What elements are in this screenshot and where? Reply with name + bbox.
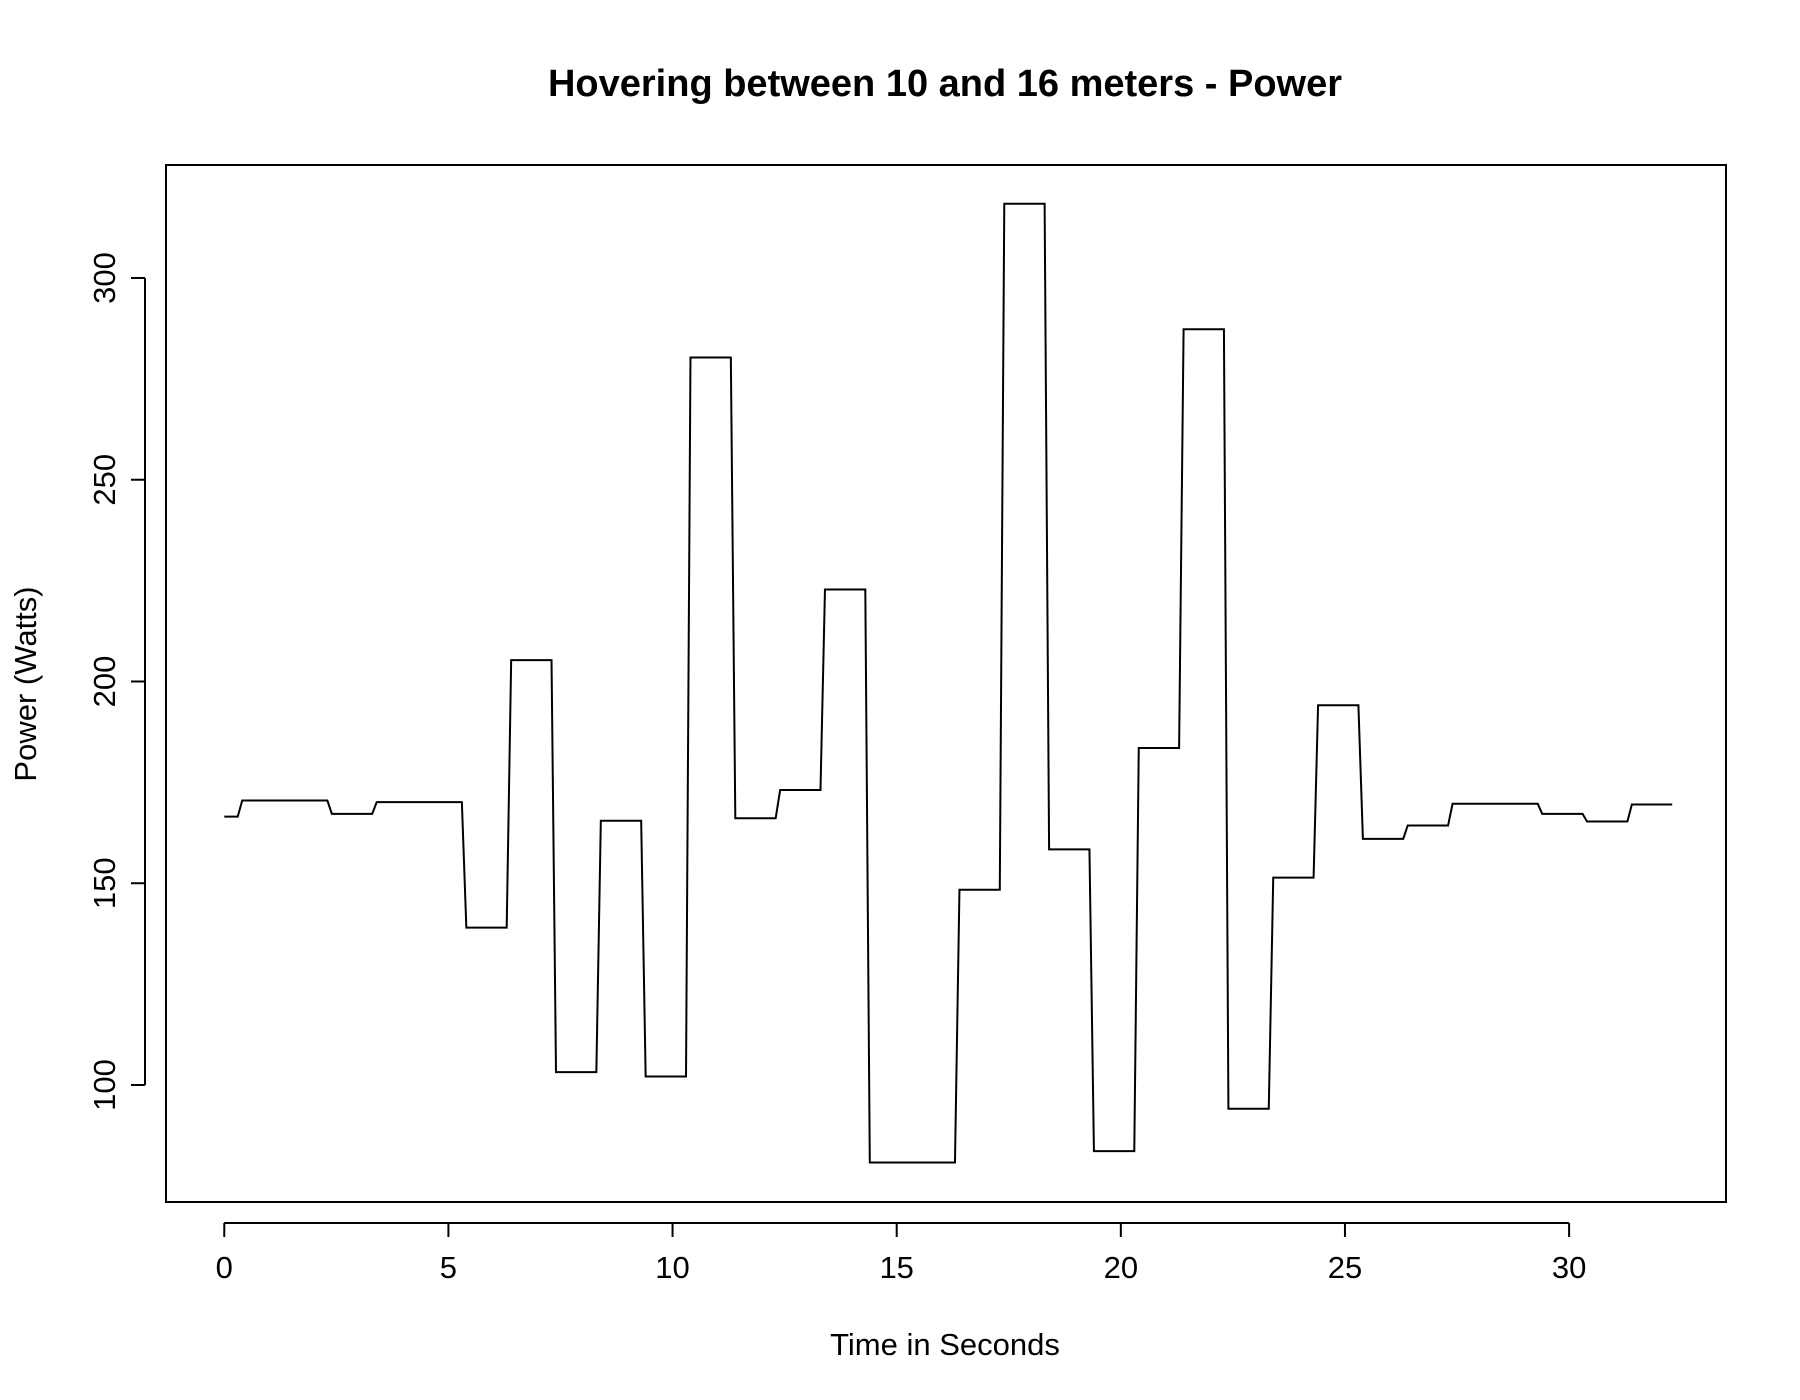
x-tick-label: 20 [1104,1250,1138,1285]
x-tick-label: 25 [1328,1250,1362,1285]
y-tick-label: 300 [87,252,122,304]
x-tick-label: 10 [655,1250,689,1285]
power-series-line [224,202,1673,1164]
x-tick-label: 0 [216,1250,233,1285]
plot-frame [165,164,1727,1203]
x-axis-label: Time in Seconds [830,1327,1060,1362]
x-tick-label: 15 [879,1250,913,1285]
x-tick-label: 5 [440,1250,457,1285]
y-axis-label: Power (Watts) [8,586,43,781]
y-tick-label: 100 [87,1059,122,1111]
x-axis: 0 5 10 15 20 25 30 [216,1222,1586,1285]
chart-title: Hovering between 10 and 16 meters - Powe… [548,63,1342,105]
x-tick-label: 30 [1552,1250,1586,1285]
y-tick-label: 150 [87,857,122,909]
y-axis: 100 150 200 250 300 [87,252,146,1111]
y-tick-label: 250 [87,454,122,506]
y-tick-label: 200 [87,656,122,708]
